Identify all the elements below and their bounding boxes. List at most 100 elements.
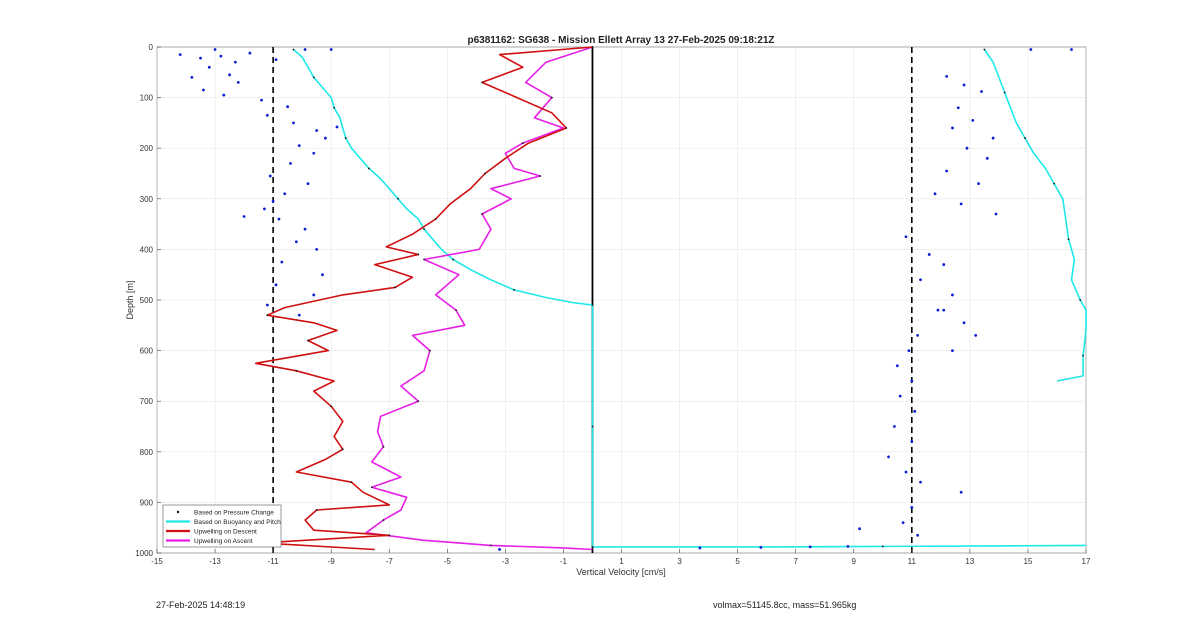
data-point [312, 151, 316, 155]
series-vertex [344, 137, 347, 139]
series-upwelling-on-descent [254, 46, 594, 551]
y-tick-label: 1000 [135, 549, 153, 558]
data-point [178, 53, 182, 56]
series-vertex [341, 448, 344, 451]
data-point [199, 56, 202, 60]
data-point [289, 161, 292, 165]
data-point [303, 48, 307, 51]
y-tick-label: 700 [140, 397, 154, 406]
series-vertex [312, 76, 315, 79]
data-point [933, 192, 937, 196]
data-point [977, 182, 980, 186]
series-vertex [455, 309, 457, 312]
data-point [303, 227, 307, 231]
data-point [951, 293, 954, 297]
series-layer [178, 46, 1087, 551]
data-point [323, 136, 327, 140]
data-point [698, 546, 702, 550]
data-point [222, 93, 226, 97]
legend-swatch [176, 510, 180, 514]
data-point [286, 105, 290, 109]
series-vertex [1024, 137, 1026, 139]
data-point [887, 455, 890, 459]
x-tick-label: -15 [151, 557, 163, 566]
data-point [913, 409, 917, 413]
data-point [315, 248, 319, 251]
series-vertex [1003, 91, 1006, 94]
series-upwelling-on-ascent [365, 46, 594, 551]
y-axis-label: Depth [m] [125, 280, 135, 319]
series-vertex [1079, 299, 1082, 301]
data-point [846, 545, 850, 548]
x-tick-label: -11 [268, 557, 280, 566]
y-tick-label: 500 [140, 296, 154, 305]
series-vertex [292, 48, 295, 51]
series-vertex [434, 218, 437, 220]
y-tick-label: 600 [140, 347, 154, 356]
series-vertex [539, 175, 542, 177]
data-point [271, 199, 275, 203]
series-vertex [417, 400, 420, 403]
series-vertex [397, 197, 399, 200]
legend-label: Based on Pressure Change [194, 509, 274, 516]
data-point [190, 75, 194, 79]
series-vertex [1082, 354, 1084, 357]
data-point [974, 334, 978, 337]
y-axis-ticks: 0 100 200 300 400 500 600 700 800 900 1000 [135, 43, 161, 558]
series-vertex [452, 258, 455, 261]
series-vertex [983, 48, 986, 51]
series-vertex [315, 509, 318, 511]
data-point [283, 192, 287, 196]
series-vertex [591, 546, 594, 548]
series-vertex [484, 172, 486, 175]
series-line [292, 48, 1087, 548]
y-tick-label: 0 [149, 43, 154, 52]
x-axis-label: Vertical Velocity [cm/s] [576, 567, 666, 577]
x-tick-label: 5 [735, 557, 740, 566]
data-point [260, 98, 263, 102]
x-tick-label: 11 [908, 557, 917, 566]
x-axis-ticks: -15 -13 -11 -9 -7 -5 -3 -1 1 3 5 7 9 11 13 15 17 [151, 549, 1091, 566]
y-tick-label: 400 [140, 245, 154, 254]
data-point [962, 321, 966, 325]
data-point [945, 169, 949, 173]
legend: Based on Pressure Change Based on Buoyanc… [162, 504, 282, 548]
data-point [228, 73, 231, 77]
y-tick-label: 900 [140, 498, 154, 507]
data-point [980, 90, 983, 93]
data-point [959, 490, 963, 494]
data-point [907, 349, 911, 352]
data-point [236, 81, 240, 84]
series-vertex [428, 349, 431, 352]
series-vertex [489, 544, 492, 547]
data-point [498, 548, 501, 551]
data-point [242, 215, 246, 218]
x-tick-label: 3 [677, 557, 682, 566]
series-vertex [481, 81, 484, 84]
data-point [910, 506, 914, 509]
data-point [808, 545, 812, 549]
series-vertex [350, 481, 353, 484]
x-tick-label: 7 [793, 557, 798, 566]
data-point [219, 54, 223, 58]
data-point [297, 144, 301, 148]
data-point [274, 58, 278, 62]
data-point [292, 121, 295, 125]
x-tick-label: -5 [444, 557, 452, 566]
series-based-on-pressure-change [178, 48, 1073, 551]
series-vertex [591, 46, 594, 48]
x-tick-label: -9 [328, 557, 336, 566]
data-point [895, 364, 899, 368]
data-point [233, 60, 237, 64]
data-point [919, 480, 922, 484]
series-vertex [330, 405, 333, 408]
data-point [965, 146, 969, 150]
data-point [248, 51, 252, 55]
data-point [268, 174, 272, 178]
data-point [956, 106, 960, 110]
data-point [312, 293, 316, 297]
data-point [321, 273, 324, 277]
data-point [910, 440, 914, 444]
x-tick-label: 9 [852, 557, 857, 566]
